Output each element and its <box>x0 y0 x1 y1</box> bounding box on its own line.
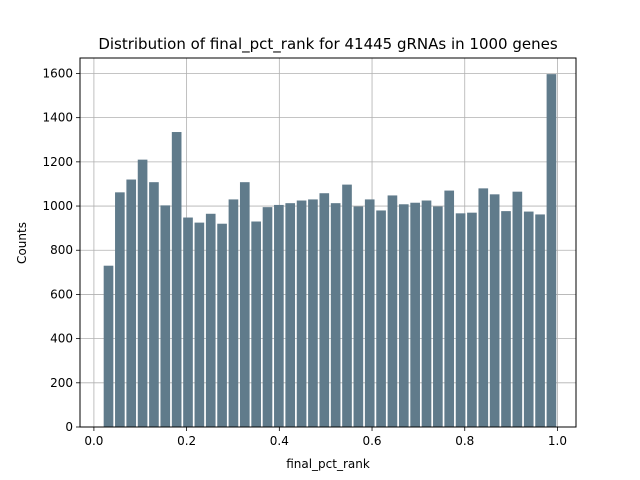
histogram-bar <box>160 205 171 427</box>
x-axis-label: final_pct_rank <box>286 457 370 471</box>
histogram-bar <box>171 132 182 427</box>
histogram-bar <box>194 222 205 427</box>
plot-frame <box>79 57 577 428</box>
y-tick-label: 1200 <box>42 155 73 169</box>
histogram-bar <box>467 212 477 427</box>
histogram-bar <box>228 199 239 427</box>
histogram-bar <box>319 193 330 427</box>
x-tick-label: 0.6 <box>362 434 381 448</box>
x-tick-label: 1.0 <box>548 434 567 448</box>
x-tick-label: 0.4 <box>270 434 289 448</box>
histogram-bar <box>342 184 352 427</box>
y-tick-label: 800 <box>50 243 73 257</box>
histogram-bar <box>398 204 409 427</box>
histogram-bar <box>137 159 148 427</box>
histogram-bar <box>274 204 284 427</box>
histogram-bar <box>364 199 375 427</box>
histogram-bar <box>535 214 545 427</box>
histogram-bar <box>387 195 398 427</box>
y-tick-label: 0 <box>65 420 73 434</box>
histogram-bar <box>149 182 159 427</box>
y-tick-label: 600 <box>50 287 73 301</box>
histogram-bar <box>353 206 364 427</box>
y-tick-label: 1400 <box>42 111 73 125</box>
histogram-bar <box>262 207 273 427</box>
histogram-bar <box>455 213 466 427</box>
histogram-bar <box>546 74 557 427</box>
histogram-bar <box>115 192 125 427</box>
histogram-bar <box>444 190 455 427</box>
histogram-bar <box>489 194 500 427</box>
y-tick-label: 400 <box>50 332 73 346</box>
y-tick-label: 1000 <box>42 199 73 213</box>
y-axis-label: Counts <box>15 222 29 264</box>
histogram-bar <box>512 191 523 427</box>
histogram-bar <box>251 221 261 427</box>
histogram-bar <box>183 217 193 427</box>
histogram-bar <box>433 206 443 427</box>
histogram-bar <box>308 199 318 427</box>
x-axis-ticks: 0.0 0.2 0.4 0.6 0.8 1.0 <box>84 427 567 448</box>
histogram-bar <box>217 223 227 427</box>
y-axis-ticks: 0 200 400 600 800 1000 1200 1400 1600 <box>42 66 80 434</box>
chart-title: Distribution of final_pct_rank for 41445… <box>98 35 558 54</box>
histogram-bar <box>330 203 341 427</box>
histogram-bar <box>523 211 534 427</box>
histogram-bar <box>478 188 489 427</box>
histogram-bar <box>376 210 386 427</box>
x-tick-label: 0.2 <box>177 434 196 448</box>
y-tick-label: 1600 <box>42 66 73 80</box>
histogram-bar <box>501 211 511 427</box>
histogram-bar <box>421 200 432 427</box>
histogram-bar <box>103 265 114 427</box>
histogram-bar <box>296 200 307 427</box>
histogram-bar <box>205 213 216 427</box>
histogram-bar <box>126 179 137 427</box>
bars <box>103 74 557 427</box>
x-tick-label: 0.8 <box>455 434 474 448</box>
y-tick-label: 200 <box>50 376 73 390</box>
histogram-bar <box>239 182 250 427</box>
histogram-bar <box>410 202 420 427</box>
x-tick-label: 0.0 <box>84 434 103 448</box>
histogram-bar <box>285 203 296 427</box>
